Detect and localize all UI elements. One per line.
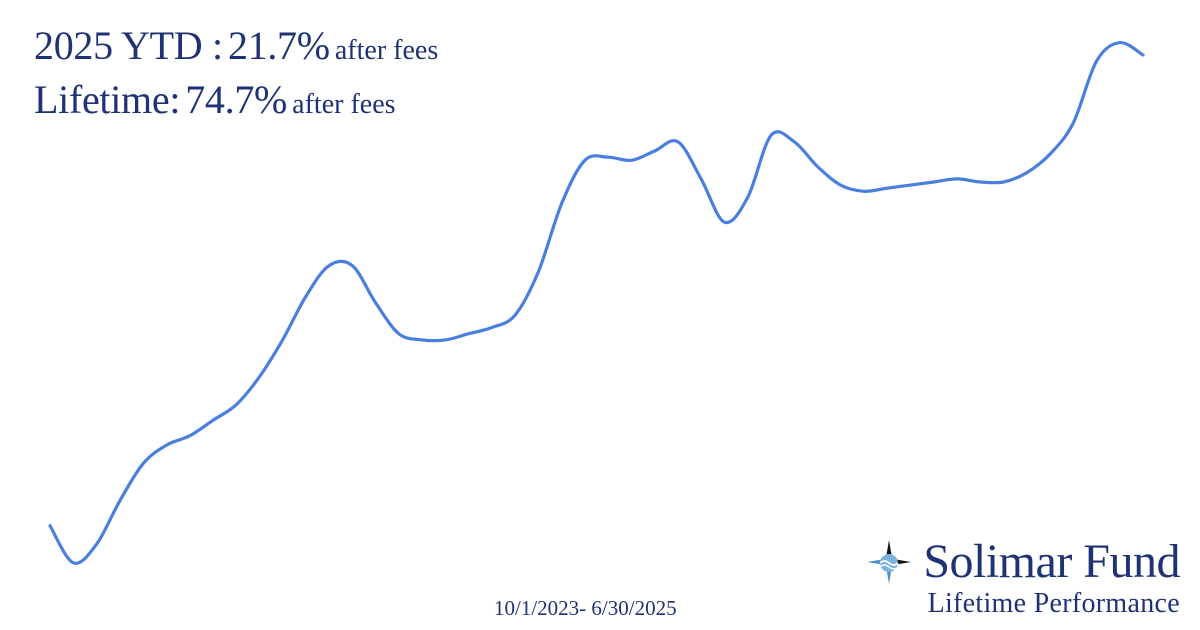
brand: Solimar Fund Lifetime Performance [865, 538, 1180, 618]
ytd-label: 2025 YTD : [34, 23, 223, 68]
date-range-label: 10/1/2023- 6/30/2025 [494, 596, 677, 620]
ytd-value: 21.7% [227, 23, 330, 68]
performance-series-line [48, 40, 1145, 565]
brand-name: Solimar Fund [923, 535, 1180, 588]
lifetime-value: 74.7% [185, 77, 288, 122]
brand-tagline: Lifetime Performance [927, 588, 1180, 619]
headline-lifetime: Lifetime: 74.7% after fees [34, 80, 396, 120]
ytd-suffix: after fees [334, 35, 439, 66]
headline-ytd: 2025 YTD : 21.7% after fees [34, 26, 438, 66]
lifetime-suffix: after fees [292, 89, 396, 120]
compass-icon [867, 540, 912, 584]
lifetime-label: Lifetime: [34, 77, 181, 122]
